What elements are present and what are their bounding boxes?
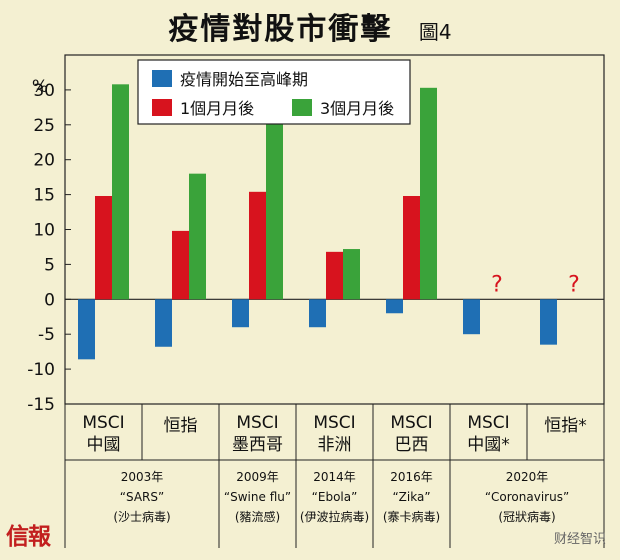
event-label-line: (沙士病毒)	[113, 509, 170, 524]
category-label-line: MSCI	[82, 413, 124, 433]
bar	[343, 249, 360, 300]
bar	[189, 173, 206, 300]
event-label-line: 2003年	[121, 470, 164, 484]
category-label-line: 墨西哥	[232, 435, 283, 455]
y-tick-label: 5	[44, 255, 55, 275]
category-label-line: 中國*	[467, 435, 510, 455]
event-label-line: 2009年	[236, 470, 279, 484]
bar	[232, 299, 249, 328]
event-label: 2003年 “SARS” (沙士病毒)	[113, 470, 170, 524]
bar	[172, 230, 189, 300]
chart-title-text: 疫情對股市衝擊	[168, 12, 393, 47]
event-label: 2009年 “Swine flu” (豬流感)	[224, 470, 291, 524]
event-label-line: (豬流感)	[235, 509, 280, 524]
legend: 疫情開始至高峰期 1個月月後 3個月月後	[137, 59, 411, 125]
event-label-line: 2016年	[390, 470, 433, 484]
event-label: 2014年 “Ebola” (伊波拉病毒)	[300, 470, 369, 524]
y-tick-label: 25	[33, 116, 55, 136]
y-tick-label: 20	[33, 151, 55, 171]
event-label: 2016年 “Zika” (寨卡病毒)	[383, 470, 440, 524]
event-label-line: “Zika”	[392, 490, 430, 504]
legend-swatch	[152, 99, 172, 116]
category-label: 恒指	[164, 416, 198, 436]
figure-label: 圖4	[418, 20, 452, 44]
y-axis-label: %	[32, 77, 48, 97]
legend-label: 3個月月後	[320, 99, 394, 118]
y-tick-label: 15	[33, 186, 55, 206]
bar	[540, 299, 557, 345]
bar	[420, 87, 437, 300]
legend-swatch	[152, 70, 172, 87]
category-label-line: MSCI	[236, 413, 278, 433]
category-label-line: 巴西	[395, 435, 429, 455]
y-tick-label: -10	[27, 360, 55, 380]
event-label-line: “SARS”	[120, 490, 164, 504]
event-label-line: 2020年	[506, 470, 549, 484]
event-label-line: (冠狀病毒)	[498, 509, 555, 524]
bar	[112, 84, 129, 300]
category-label-line: MSCI	[313, 413, 355, 433]
category-label-line: MSCI	[467, 413, 509, 433]
bar	[403, 195, 420, 300]
event-label-line: (寨卡病毒)	[383, 509, 440, 524]
category-label: MSCI 非洲	[313, 413, 355, 455]
event-label-line: “Ebola”	[312, 490, 358, 504]
legend-label: 1個月月後	[180, 99, 254, 118]
bar	[155, 299, 172, 347]
bar	[95, 195, 112, 300]
category-label: MSCI 墨西哥	[232, 413, 283, 455]
y-tick-label: 0	[44, 290, 55, 310]
bar	[309, 299, 326, 328]
event-label-line: 2014年	[313, 470, 356, 484]
event-label-line: “Swine flu”	[224, 490, 291, 504]
bar	[249, 191, 266, 300]
y-tick-label: 30	[33, 81, 55, 101]
legend-box	[137, 59, 411, 125]
category-label: MSCI 巴西	[390, 413, 432, 455]
category-label: 恒指*	[544, 416, 587, 436]
bar	[266, 119, 283, 300]
category-label-line: 恒指*	[544, 416, 587, 436]
bar	[78, 299, 95, 360]
category-label: MSCI 中國*	[467, 413, 510, 455]
missing-marker: ?	[491, 272, 503, 297]
event-label-line: “Coronavirus”	[485, 490, 569, 504]
legend-swatch	[292, 99, 312, 116]
y-tick-label: -5	[38, 325, 55, 345]
category-label-line: MSCI	[390, 413, 432, 433]
category-label-line: 非洲	[318, 435, 352, 455]
y-tick-label: 10	[33, 221, 55, 241]
bar	[386, 299, 403, 314]
bar	[463, 299, 480, 335]
event-label: 2020年 “Coronavirus” (冠狀病毒)	[485, 470, 569, 524]
event-label-line: (伊波拉病毒)	[300, 509, 369, 524]
missing-marker: ?	[568, 272, 580, 297]
legend-label: 疫情開始至高峰期	[180, 70, 308, 89]
bar	[326, 251, 343, 300]
category-label: MSCI 中國	[82, 413, 124, 455]
wechat-watermark: 财经智识	[553, 532, 606, 547]
category-label-line: 中國	[87, 435, 121, 455]
brand-logo: 信報	[6, 523, 51, 550]
y-tick-label: -15	[27, 395, 55, 415]
category-label-line: 恒指	[164, 416, 198, 436]
chart-title: 疫情對股市衝擊 圖4	[0, 4, 620, 48]
